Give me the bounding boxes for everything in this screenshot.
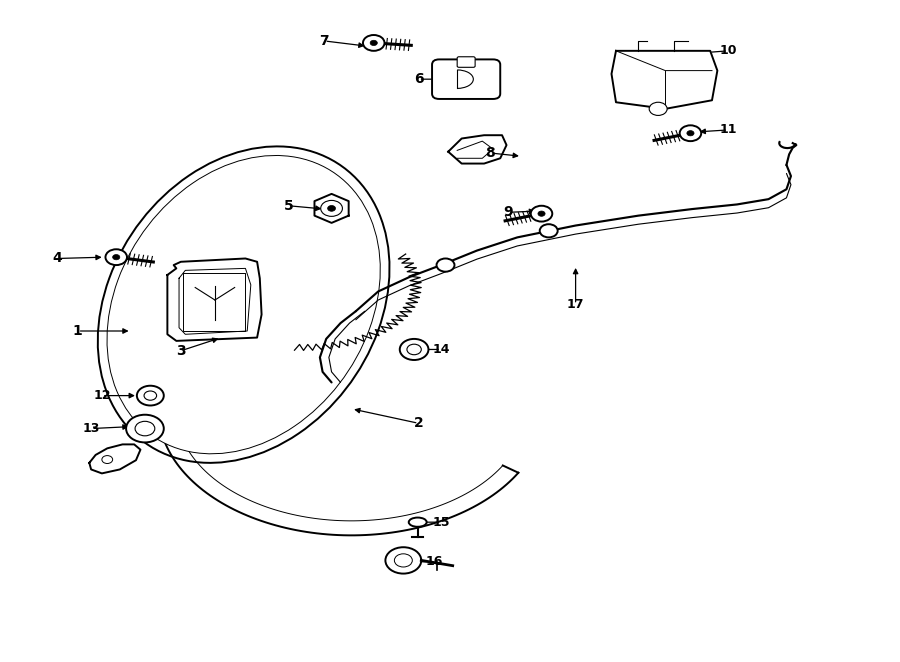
Text: 4: 4	[52, 252, 62, 265]
FancyBboxPatch shape	[432, 60, 500, 99]
Circle shape	[328, 205, 336, 211]
Circle shape	[320, 201, 342, 216]
Text: 11: 11	[719, 123, 737, 136]
Text: 2: 2	[414, 416, 424, 430]
Circle shape	[680, 125, 701, 141]
Ellipse shape	[98, 146, 390, 463]
Circle shape	[112, 254, 120, 260]
Text: 17: 17	[567, 298, 584, 311]
Circle shape	[400, 339, 428, 360]
Circle shape	[144, 391, 157, 401]
Circle shape	[394, 554, 412, 567]
Circle shape	[126, 414, 164, 442]
Text: 6: 6	[414, 72, 423, 86]
Text: 12: 12	[93, 389, 111, 402]
Text: 14: 14	[432, 343, 450, 356]
Circle shape	[135, 421, 155, 436]
Text: 15: 15	[432, 516, 450, 529]
Text: 3: 3	[176, 344, 185, 357]
Circle shape	[540, 224, 558, 238]
Circle shape	[363, 35, 384, 51]
Circle shape	[649, 102, 667, 115]
Circle shape	[102, 455, 112, 463]
Circle shape	[687, 130, 694, 136]
Text: 1: 1	[73, 324, 83, 338]
Circle shape	[407, 344, 421, 355]
Circle shape	[137, 386, 164, 406]
Ellipse shape	[107, 156, 381, 453]
Circle shape	[538, 211, 545, 216]
Circle shape	[531, 206, 553, 222]
Text: 7: 7	[320, 34, 329, 48]
Polygon shape	[611, 51, 717, 109]
Text: 5: 5	[284, 199, 293, 213]
Circle shape	[370, 40, 377, 46]
Text: 9: 9	[503, 205, 513, 219]
Circle shape	[385, 547, 421, 573]
Ellipse shape	[409, 518, 427, 527]
Text: 10: 10	[719, 44, 737, 58]
Text: 13: 13	[83, 422, 100, 435]
FancyBboxPatch shape	[457, 57, 475, 68]
Text: 16: 16	[426, 555, 444, 568]
Text: 8: 8	[485, 146, 495, 160]
Circle shape	[105, 250, 127, 265]
Circle shape	[436, 258, 454, 271]
